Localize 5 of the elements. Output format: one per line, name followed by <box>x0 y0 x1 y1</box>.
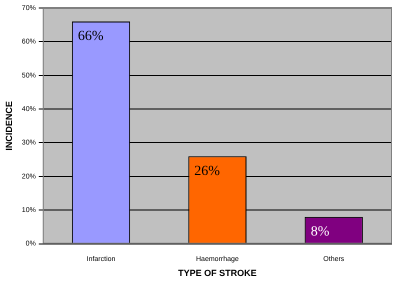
data-label: 66% <box>78 29 104 44</box>
data-label: 8% <box>310 224 330 240</box>
x-axis-title: TYPE OF STROKE <box>178 268 257 278</box>
data-label: 26% <box>194 164 220 179</box>
y-axis-title: INCIDENCE <box>4 101 14 151</box>
